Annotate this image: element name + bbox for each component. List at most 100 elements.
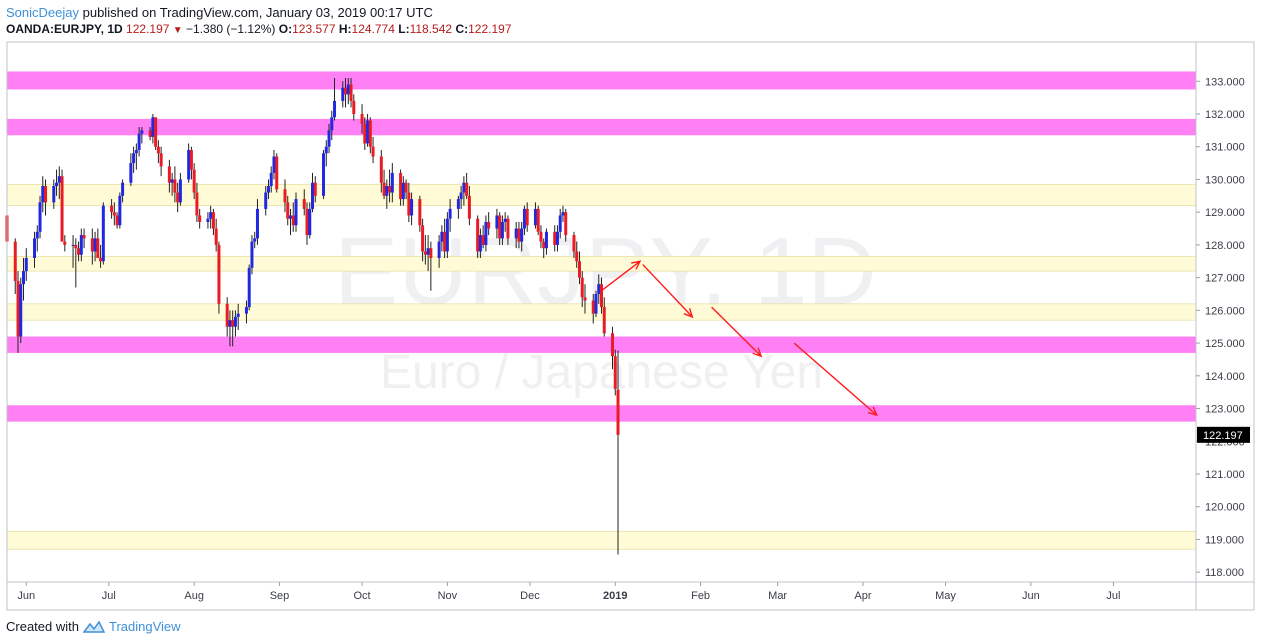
candle-body-74 — [291, 215, 295, 226]
candle-body-51 — [206, 218, 210, 222]
candle-body-126 — [495, 215, 499, 229]
candle-body-48 — [192, 169, 196, 193]
candle-body-53 — [211, 212, 215, 229]
candle-body-146 — [572, 235, 576, 252]
candle-body-36 — [148, 130, 152, 137]
candle-body-130 — [506, 218, 510, 239]
candle-body-66 — [264, 192, 268, 209]
candle-body-144 — [561, 212, 565, 216]
candle-body-14 — [60, 176, 64, 242]
candle-body-87 — [344, 87, 348, 95]
high-value: 124.774 — [351, 22, 395, 36]
candle-body-50 — [198, 215, 202, 222]
candle-body-104 — [407, 192, 411, 216]
candle-body-49 — [195, 192, 199, 216]
candle-body-46 — [187, 150, 191, 180]
price-tick-label-2: 120.000 — [1205, 502, 1245, 514]
candle-body-77 — [305, 208, 309, 236]
time-tick-label-9: Mar — [768, 590, 787, 602]
time-axis[interactable]: Jun Jul Aug Sep Oct Nov Dec 2019 Feb Mar Apr May Jun… — [17, 582, 1120, 602]
zone-zone-2 — [6, 183, 1197, 207]
candle-body-99 — [388, 186, 392, 193]
price-tick-label-9: 127.000 — [1205, 273, 1245, 285]
low-value: 118.542 — [409, 22, 453, 36]
candle-body-25 — [101, 205, 105, 262]
candle-body-81 — [322, 153, 326, 196]
candle-body-129 — [503, 218, 507, 222]
candle-body-148 — [577, 261, 581, 278]
candle-body-23 — [96, 238, 100, 258]
candle-body-88 — [346, 84, 350, 95]
candle-body-136 — [533, 208, 537, 226]
candle-body-86 — [341, 87, 345, 101]
candle-body-154 — [600, 284, 603, 308]
candle-body-158 — [616, 389, 620, 435]
candle-body-134 — [522, 208, 526, 229]
publish-info: SonicDeejay published on TradingView.com… — [6, 5, 433, 20]
candle-body-140 — [544, 231, 548, 249]
time-tick-label-4: Oct — [353, 590, 370, 602]
candle-body-33 — [134, 150, 138, 154]
candle-body-76 — [302, 199, 306, 209]
author-link[interactable]: SonicDeejay — [6, 5, 79, 20]
candle-body-91 — [360, 114, 364, 124]
candle-body-17 — [74, 244, 78, 249]
price-change: −1.380 (−1.12%) — [186, 22, 276, 36]
footer: Created with TradingView — [6, 619, 181, 634]
candle-body-82 — [324, 146, 328, 154]
candle-body-63 — [250, 241, 254, 268]
candle-body-152 — [594, 294, 598, 314]
candle-body-122 — [478, 235, 482, 252]
candle-body-21 — [90, 238, 94, 252]
candle-body-145 — [564, 212, 568, 236]
candle-body-28 — [115, 215, 119, 226]
candle-body-96 — [379, 156, 383, 183]
projection-arrow-head-3 — [867, 406, 878, 417]
candle-body-18 — [77, 248, 81, 255]
down-arrow-icon: ▼ — [172, 25, 183, 36]
last-price-text: 122.197 — [1203, 430, 1243, 442]
candle-body-65 — [255, 208, 259, 239]
tradingview-brand[interactable]: TradingView — [108, 619, 181, 634]
candle-body-31 — [129, 163, 133, 183]
candle-body-83 — [327, 130, 331, 147]
zone-zone-7 — [6, 530, 1197, 550]
price-tick-label-8: 126.000 — [1205, 305, 1245, 317]
candle-body-128 — [500, 222, 504, 239]
candle-body-112 — [440, 231, 444, 242]
low-label: L: — [398, 22, 410, 36]
candle-body-113 — [443, 231, 447, 252]
projection-arrow-line-3 — [793, 342, 878, 416]
candle-body-95 — [371, 146, 375, 157]
candle-body-16 — [71, 244, 75, 246]
price-tick-label-1: 119.000 — [1205, 534, 1244, 546]
candle-body-109 — [426, 248, 430, 255]
candle-body-127 — [498, 215, 502, 239]
candle-body-24 — [99, 258, 103, 262]
projection-arrow-line-2 — [711, 306, 762, 357]
price-tick-label-13: 131.000 — [1205, 142, 1245, 154]
candle-body-135 — [525, 208, 529, 226]
candle-body-38 — [154, 117, 158, 147]
chart-frame — [6, 41, 1255, 611]
projection-arrow-head-1 — [683, 308, 694, 319]
time-tick-label-5: Nov — [438, 590, 458, 602]
candle-body-69 — [272, 156, 276, 173]
candle-body-79 — [311, 182, 315, 209]
candle-body-101 — [399, 172, 403, 200]
candle-body-37 — [151, 117, 155, 137]
candle-body-105 — [410, 199, 414, 216]
candle-body-149 — [580, 277, 584, 298]
time-tick-label-0: Jun — [17, 590, 35, 602]
candle-body-20 — [82, 235, 86, 239]
price-axis[interactable]: 118.000119.000120.000121.000122.000123.0… — [1196, 76, 1245, 579]
candle-body-10 — [44, 186, 48, 203]
candle-body-124 — [484, 222, 488, 245]
candle-body-56 — [225, 303, 229, 327]
candle-body-67 — [266, 186, 270, 193]
time-tick-label-6: Dec — [520, 590, 540, 602]
candle-body-60 — [236, 313, 240, 317]
candle-body-115 — [448, 208, 452, 219]
candle-body-26 — [110, 205, 114, 213]
